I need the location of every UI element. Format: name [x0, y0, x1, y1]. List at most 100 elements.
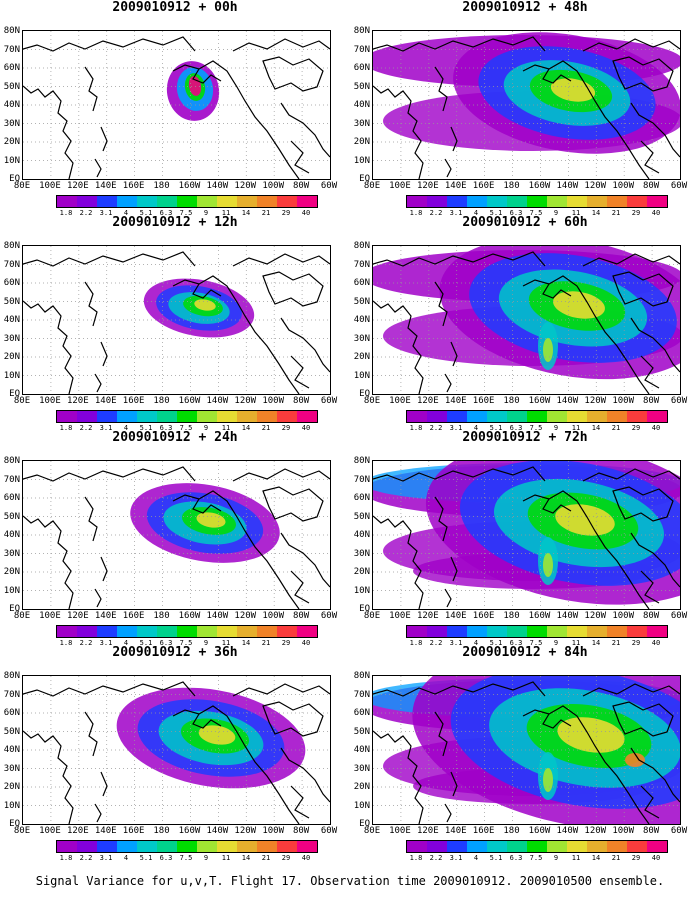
colorbar-label: 6.3 — [159, 424, 173, 432]
colorbar-label: 3.1 — [99, 424, 113, 432]
colorbar-label: 14 — [241, 424, 251, 432]
graticule — [373, 676, 680, 824]
lat-tick-label: 70N — [353, 44, 370, 55]
colorbar-swatch — [467, 626, 487, 637]
lat-tick-label: 40N — [353, 100, 370, 110]
colorbar-label: 7.5 — [529, 639, 543, 647]
signal-variance-shading — [373, 246, 680, 380]
colorbar-swatch — [427, 196, 447, 207]
lat-tick-label: 30N — [353, 548, 370, 559]
colorbar-label: 29 — [281, 424, 291, 432]
panel-title: 2009010912 + 36h — [112, 645, 238, 660]
colorbar-label: 5.1 — [489, 209, 503, 217]
colorbar-label: 14 — [241, 639, 251, 647]
lon-tick-label: 100E — [389, 181, 411, 191]
colorbar-swatch — [467, 841, 487, 852]
colorbar-label: 21 — [611, 209, 621, 217]
lat-tick-label: 10N — [353, 370, 370, 381]
lat-tick-label: EQ — [359, 174, 370, 184]
colorbar-swatch — [137, 841, 157, 852]
colorbar-swatch — [407, 626, 427, 637]
coastlines — [373, 36, 680, 179]
lat-tick-label: 60N — [353, 63, 370, 73]
colorbar-swatch — [157, 626, 177, 637]
colorbar-label: 40 — [651, 639, 661, 647]
lat-tick-label: EQ — [9, 604, 20, 614]
colorbar-swatch — [57, 841, 77, 852]
signal-variance-shading — [373, 461, 680, 605]
lat-tick-label: EQ — [9, 174, 20, 184]
colorbar — [56, 625, 318, 638]
colorbar-swatch — [427, 841, 447, 852]
colorbar-swatch — [277, 411, 297, 422]
coastlines — [373, 251, 680, 394]
lon-tick-label: 140E — [444, 826, 467, 836]
graticule — [373, 246, 680, 394]
graticule — [373, 31, 680, 179]
colorbar-swatch — [527, 411, 547, 422]
colorbar-label: 1.8 — [59, 854, 73, 862]
colorbar-swatch — [507, 196, 527, 207]
colorbar-label: 21 — [611, 424, 621, 432]
colorbar-label: 5.1 — [489, 854, 503, 862]
lat-tick-label: 50N — [3, 726, 20, 737]
colorbar-label: 21 — [611, 854, 621, 862]
variance-map — [22, 460, 331, 610]
colorbar-swatch — [407, 411, 427, 422]
colorbar-swatch — [487, 411, 507, 422]
colorbar-label: 29 — [281, 854, 291, 862]
map-panel: 2009010912 + 12h 80N 70N 60N 50N 40N 30N 20N 10N… — [0, 215, 350, 435]
colorbar-label: 1.8 — [59, 209, 73, 217]
lon-tick-label: 160W — [528, 611, 551, 621]
lon-tick-label: 120W — [584, 181, 607, 191]
colorbar-label: 11 — [221, 209, 231, 217]
colorbar-label: 5.1 — [489, 639, 503, 647]
lon-tick-label: 180 — [153, 396, 170, 406]
lat-tick-label: 20N — [353, 567, 370, 577]
lat-tick-label: 80N — [353, 26, 370, 36]
lat-tick-label: 70N — [353, 259, 370, 270]
colorbar-label: 7.5 — [529, 854, 543, 862]
lat-tick-label: 70N — [3, 44, 20, 55]
colorbar-label: 6.3 — [509, 639, 523, 647]
colorbar-label: 40 — [301, 424, 311, 432]
lat-tick-label: 70N — [3, 259, 20, 270]
lon-tick-label: 100W — [262, 826, 285, 836]
lon-tick-label: 180 — [503, 611, 520, 621]
lon-tick-label: 120E — [66, 181, 89, 191]
colorbar — [56, 195, 318, 208]
colorbar-label: 40 — [301, 639, 311, 647]
lat-tick-label: 40N — [353, 530, 370, 540]
lon-tick-label: 80W — [292, 826, 310, 836]
colorbar-label: 9 — [203, 639, 209, 647]
colorbar-label: 4 — [473, 854, 479, 862]
colorbar-swatch — [547, 196, 567, 207]
lat-tick-label: 60N — [3, 278, 20, 288]
lon-tick-label: 160W — [528, 181, 551, 191]
lon-tick-label: 160E — [122, 826, 145, 836]
colorbar-label: 9 — [553, 209, 559, 217]
colorbar-label: 11 — [571, 639, 581, 647]
lat-tick-label: 10N — [353, 585, 370, 596]
colorbar-swatch — [567, 841, 587, 852]
colorbar-swatch — [447, 196, 467, 207]
lon-tick-label: 140W — [556, 396, 579, 406]
lat-tick-label: 50N — [3, 81, 20, 92]
colorbar-swatch — [57, 626, 77, 637]
colorbar-label: 40 — [651, 424, 661, 432]
colorbar-swatch — [97, 626, 117, 637]
graticule — [23, 676, 330, 824]
lon-tick-label: 140E — [94, 396, 117, 406]
colorbar-swatch — [647, 841, 667, 852]
colorbar-swatch — [177, 411, 197, 422]
colorbar-swatch — [297, 411, 317, 422]
lon-tick-label: 60W — [670, 611, 688, 621]
colorbar-label: 7.5 — [179, 424, 193, 432]
colorbar-label: 7.5 — [179, 854, 193, 862]
colorbar-swatch — [237, 411, 257, 422]
colorbar-swatch — [157, 841, 177, 852]
colorbar-swatch — [117, 626, 137, 637]
colorbar-label: 2.2 — [429, 639, 443, 647]
colorbar-label: 9 — [203, 424, 209, 432]
lat-tick-label: EQ — [359, 389, 370, 399]
